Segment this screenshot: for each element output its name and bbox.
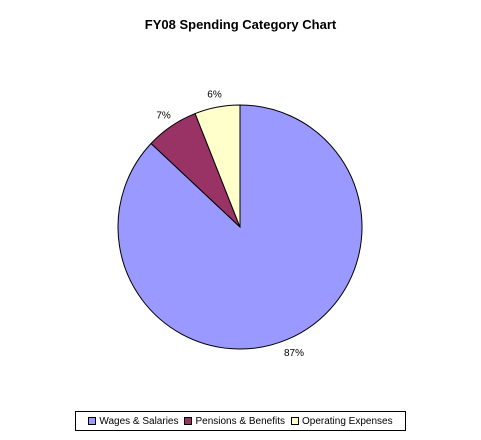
legend-swatch-operating (290, 417, 299, 425)
pie-slices (117, 104, 363, 350)
slice-label-operating: 6% (207, 89, 222, 100)
pie-chart: 87% 7% 6% (117, 89, 363, 359)
chart-title: FY08 Spending Category Chart (144, 17, 337, 32)
legend-label-operating: Operating Expenses (301, 415, 393, 427)
legend-item-pensions: Pensions & Benefits (184, 416, 285, 427)
slice-label-wages: 87% (284, 348, 304, 359)
pie-labels: 87% 7% 6% (156, 89, 304, 358)
legend-item-operating: Operating Expenses (290, 415, 393, 427)
legend-swatch-pensions (184, 417, 193, 425)
legend-label-pensions: Pensions & Benefits (195, 415, 285, 427)
slice-operating (194, 104, 241, 228)
legend-item-wages: Wages & Salaries (88, 416, 178, 427)
legend: Wages & Salaries Pensions & Benefits Ope… (75, 411, 406, 431)
legend-swatch-wages (88, 417, 97, 425)
legend-label-wages: Wages & Salaries (99, 415, 179, 427)
slice-label-pensions: 7% (156, 111, 171, 122)
